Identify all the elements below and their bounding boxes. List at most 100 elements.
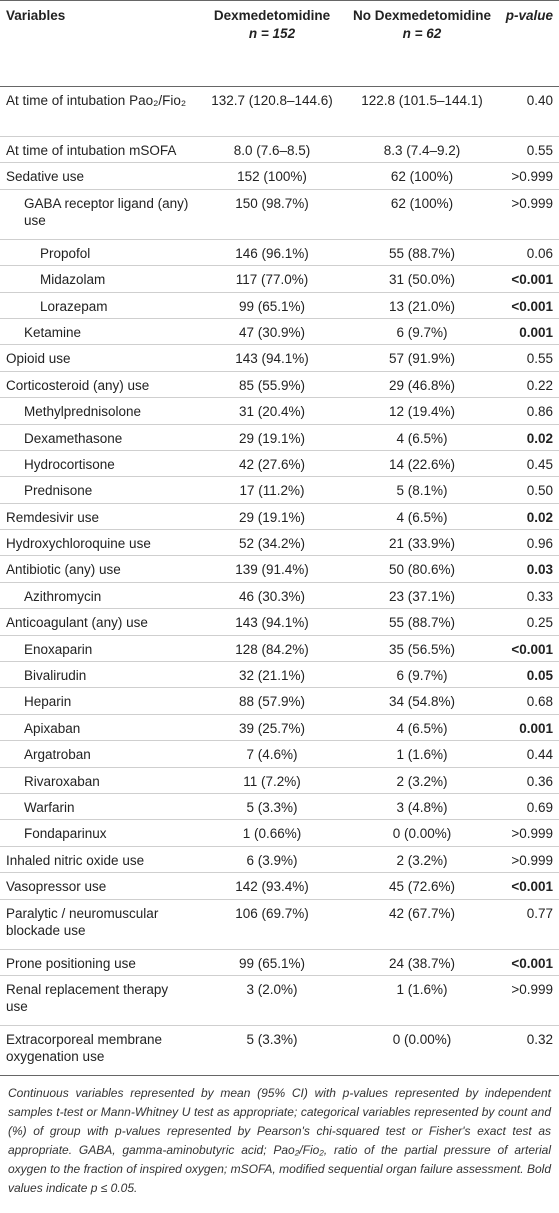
variable-cell: Remdesivir use [0,503,197,531]
value-cell: 132.7 (120.8–144.6) [197,86,347,137]
variable-cell: Ketamine [0,318,197,346]
table-row: Anticoagulant (any) use 143 (94.1%) 55 (88… [0,608,559,636]
group-name: Dexmedetomidine [213,8,331,23]
value-cell: 12 (19.4%) [347,397,497,425]
variable-cell: Lorazepam [0,292,197,319]
p-value-cell: 0.02 [497,424,559,451]
variable-cell: Prednisone [0,476,197,504]
table-row: GABA receptor ligand (any) use 150 (98.7%… [0,189,559,240]
table-row: Antibiotic (any) use 139 (91.4%) 50 (80.6%… [0,555,559,583]
value-cell: 6 (9.7%) [347,318,497,346]
p-value-cell: 0.05 [497,661,559,689]
p-value-cell: 0.68 [497,687,559,715]
value-cell: 34 (54.8%) [347,687,497,715]
variable-cell: Dexamethasone [0,424,197,451]
value-cell: 50 (80.6%) [347,555,497,583]
value-cell: 143 (94.1%) [197,608,347,636]
variable-cell: Antibiotic (any) use [0,555,197,583]
value-cell: 62 (100%) [347,162,497,190]
variable-cell: Corticosteroid (any) use [0,371,197,399]
table-row: Propofol 146 (96.1%) 55 (88.7%) 0.06 [0,239,559,267]
header-cell: Variables [0,0,197,87]
p-value-cell: 0.44 [497,740,559,768]
p-value-cell: <0.001 [497,949,559,976]
header-cell: No Dexmedetomidine n = 62 [347,0,497,87]
p-value-cell: 0.55 [497,136,559,164]
value-cell: 29 (19.1%) [197,503,347,531]
value-cell: 5 (3.3%) [197,793,347,821]
variable-cell: Azithromycin [0,582,197,610]
value-cell: 42 (67.7%) [347,899,497,950]
value-cell: 7 (4.6%) [197,740,347,768]
table-row: Opioid use 143 (94.1%) 57 (91.9%) 0.55 [0,344,559,372]
p-value-cell: 0.001 [497,318,559,346]
p-value-cell: 0.03 [497,555,559,583]
value-cell: 31 (50.0%) [347,265,497,293]
value-cell: 6 (3.9%) [197,846,347,874]
variable-cell: Enoxaparin [0,635,197,663]
variable-cell: Vasopressor use [0,872,197,900]
value-cell: 52 (34.2%) [197,529,347,557]
table-row: Ketamine 47 (30.9%) 6 (9.7%) 0.001 [0,318,559,346]
table-row: Enoxaparin 128 (84.2%) 35 (56.5%) <0.001 [0,635,559,663]
header-cell: Dexmedetomidine n = 152 [197,0,347,87]
value-cell: 46 (30.3%) [197,582,347,610]
table-body: At time of intubation Pao₂/Fio₂ 132.7 (12… [0,86,559,1076]
table-row: Dexamethasone 29 (19.1%) 4 (6.5%) 0.02 [0,424,559,451]
p-value-cell: <0.001 [497,635,559,663]
table-row: At time of intubation Pao₂/Fio₂ 132.7 (12… [0,86,559,137]
table-row: Fondaparinux 1 (0.66%) 0 (0.00%) >0.999 [0,819,559,847]
value-cell: 99 (65.1%) [197,949,347,976]
p-value-cell: >0.999 [497,189,559,240]
p-value-cell: <0.001 [497,292,559,319]
p-value-cell: >0.999 [497,162,559,190]
variable-cell: At time of intubation mSOFA [0,136,197,164]
table-row: Azithromycin 46 (30.3%) 23 (37.1%) 0.33 [0,582,559,610]
value-cell: 152 (100%) [197,162,347,190]
p-value-cell: 0.36 [497,767,559,794]
variable-cell: Propofol [0,239,197,267]
table-row: Hydroxychloroquine use 52 (34.2%) 21 (33.9… [0,529,559,557]
variable-cell: GABA receptor ligand (any) use [0,189,197,240]
table-row: Apixaban 39 (25.7%) 4 (6.5%) 0.001 [0,714,559,742]
table-row: Warfarin 5 (3.3%) 3 (4.8%) 0.69 [0,793,559,821]
value-cell: 122.8 (101.5–144.1) [347,86,497,137]
value-cell: 6 (9.7%) [347,661,497,689]
table-row: Hydrocortisone 42 (27.6%) 14 (22.6%) 0.45 [0,450,559,478]
p-value-cell: 0.001 [497,714,559,742]
p-value-cell: <0.001 [497,872,559,900]
variable-cell: Hydroxychloroquine use [0,529,197,557]
value-cell: 39 (25.7%) [197,714,347,742]
value-cell: 128 (84.2%) [197,635,347,663]
variable-cell: Paralytic / neuromuscular blockade use [0,899,197,950]
value-cell: 11 (7.2%) [197,767,347,794]
header-row: Variables Dexmedetomidine n = 152 No Dexm… [0,0,559,87]
value-cell: 21 (33.9%) [347,529,497,557]
variable-cell: Bivalirudin [0,661,197,689]
variable-cell: Fondaparinux [0,819,197,847]
value-cell: 150 (98.7%) [197,189,347,240]
value-cell: 5 (8.1%) [347,476,497,504]
p-value-cell: 0.50 [497,476,559,504]
variable-cell: Prone positioning use [0,949,197,976]
table-row: Sedative use 152 (100%) 62 (100%) >0.999 [0,162,559,190]
value-cell: 24 (38.7%) [347,949,497,976]
value-cell: 5 (3.3%) [197,1025,347,1076]
table-row: Vasopressor use 142 (93.4%) 45 (72.6%) <0.0… [0,872,559,900]
variable-cell: Apixaban [0,714,197,742]
value-cell: 42 (27.6%) [197,450,347,478]
value-cell: 13 (21.0%) [347,292,497,319]
p-value-cell: <0.001 [497,265,559,293]
value-cell: 47 (30.9%) [197,318,347,346]
p-value-cell: 0.33 [497,582,559,610]
variable-cell: Sedative use [0,162,197,190]
table-row: Argatroban 7 (4.6%) 1 (1.6%) 0.44 [0,740,559,768]
p-value-cell: 0.77 [497,899,559,950]
value-cell: 1 (1.6%) [347,740,497,768]
table-row: Paralytic / neuromuscular blockade use 10… [0,899,559,950]
value-cell: 0 (0.00%) [347,819,497,847]
value-cell: 31 (20.4%) [197,397,347,425]
table-row: Prednisone 17 (11.2%) 5 (8.1%) 0.50 [0,476,559,504]
value-cell: 4 (6.5%) [347,714,497,742]
table-row: Renal replacement therapy use 3 (2.0%) 1 (… [0,975,559,1026]
